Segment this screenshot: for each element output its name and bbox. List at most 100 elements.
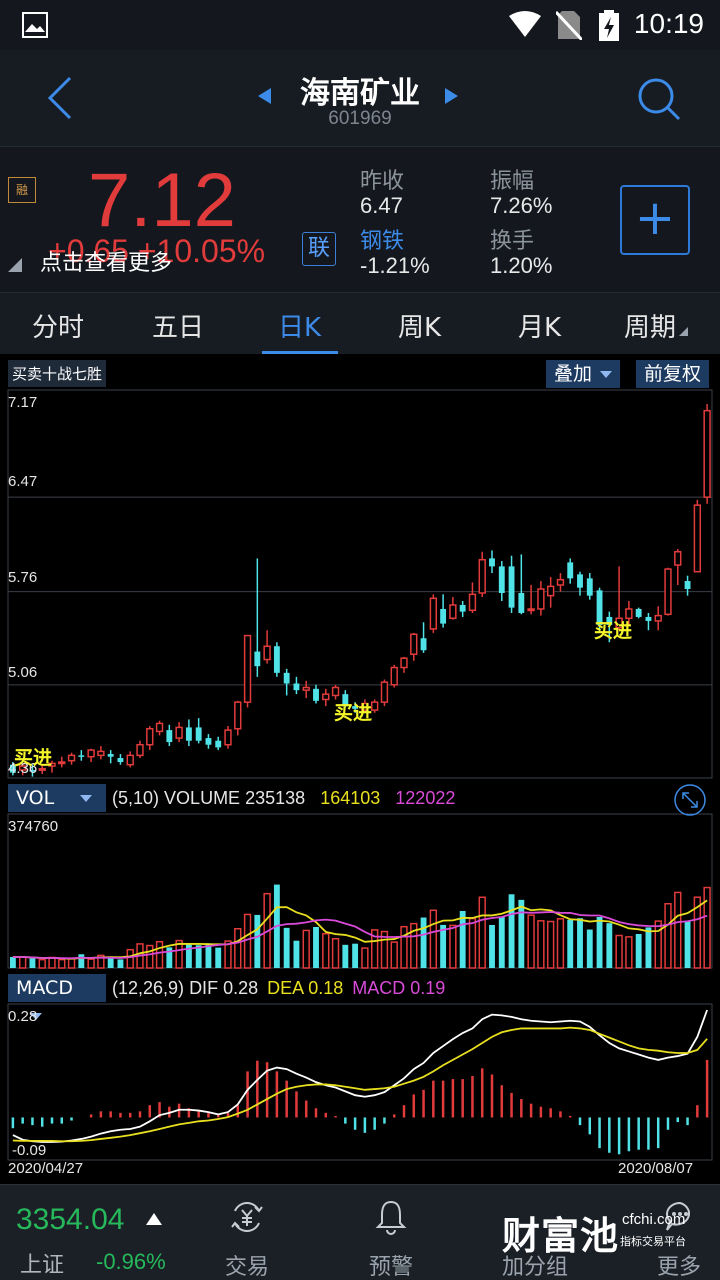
candle-body: [410, 633, 418, 655]
volume-bar: [126, 948, 134, 969]
candle-body: [195, 727, 202, 741]
dea-line: [12, 1026, 708, 1143]
nav-trade[interactable]: 交易: [192, 1185, 302, 1280]
wifi-icon: [509, 11, 541, 37]
corner-triangle-icon: [8, 258, 22, 272]
nav-bar: 海南矿业 601969: [0, 50, 720, 146]
tab-five-day[interactable]: 五日: [152, 313, 205, 343]
volume-bar: [263, 892, 271, 969]
status-bar: 10:19: [0, 0, 720, 50]
search-icon[interactable]: [636, 76, 682, 122]
prev-stock-icon[interactable]: [258, 88, 272, 104]
expand-icon[interactable]: [674, 784, 706, 816]
volume-bar: [429, 909, 438, 969]
adjust-button[interactable]: 前复权: [636, 360, 710, 388]
vol-indicator-dropdown[interactable]: VOL: [8, 784, 106, 812]
candle-body: [478, 558, 486, 594]
chart-canvas[interactable]: [0, 354, 720, 1184]
sector-label[interactable]: 钢铁: [360, 229, 405, 254]
dif-label: DIF: [189, 978, 219, 998]
image-notification-icon: [22, 12, 48, 38]
candle-body: [117, 758, 124, 763]
candle-body: [215, 740, 222, 748]
volume-bar: [518, 899, 525, 968]
macd-legend: (12,26,9) DIF 0.28 DEA 0.18 MACD 0.19: [112, 978, 445, 999]
candle-body: [224, 729, 232, 746]
vol-legend: (5,10) VOLUME 235138 164103 122022: [112, 788, 455, 809]
back-arrow-icon[interactable]: [42, 74, 82, 122]
battery-charging-icon: [599, 10, 619, 41]
candle-body: [567, 562, 574, 579]
volume-bar: [684, 921, 691, 968]
prev-close-label: 昨收: [360, 169, 405, 194]
candle-body: [537, 588, 545, 610]
candle-body: [449, 604, 457, 620]
tab-intraday[interactable]: 分时: [32, 313, 85, 343]
macd-label: MACD: [352, 978, 406, 998]
dea-value: 0.18: [308, 978, 344, 998]
tab-monthly-k[interactable]: 月K: [518, 313, 562, 343]
price-tick-label: 6.47: [8, 473, 38, 490]
bottom-bar: 3354.04 上证 -0.96% 交易 预警 加分组 更多 财富池 cfchi…: [0, 1184, 720, 1280]
volume-bar: [78, 954, 85, 968]
volume-bar: [459, 910, 466, 968]
stock-name: 海南矿业: [300, 76, 420, 111]
volume-bar: [440, 924, 447, 968]
volume-bar: [508, 894, 515, 968]
candle-body: [654, 614, 662, 622]
candle-body: [48, 762, 56, 767]
volume-bar: [293, 940, 300, 968]
candle-body: [606, 616, 613, 625]
overlay-dropdown[interactable]: 叠加: [546, 360, 621, 388]
candle-body: [87, 749, 95, 758]
macd-indicator-dropdown[interactable]: MACD: [8, 974, 106, 1020]
candle-body: [126, 754, 134, 766]
index-expand-icon[interactable]: [146, 1213, 162, 1225]
add-watchlist-button[interactable]: +: [620, 185, 690, 255]
candle-body: [527, 608, 535, 612]
linked-stock-badge[interactable]: 联: [302, 232, 336, 266]
candle-body: [175, 726, 183, 739]
price-tick-label: 5.76: [8, 569, 38, 586]
indicator-tag[interactable]: 买卖十战七胜: [8, 360, 107, 387]
volume-bar: [313, 927, 319, 968]
tab-period[interactable]: 周期: [624, 307, 689, 344]
volume-bar: [420, 917, 427, 968]
candle-body: [440, 608, 447, 624]
volume-bar: [489, 924, 495, 968]
macd-params: (12,26,9): [112, 978, 185, 998]
candle-body: [370, 701, 379, 711]
nav-more[interactable]: 更多: [624, 1185, 720, 1280]
sector-change-value: -1.21%: [360, 253, 430, 278]
turnover-value: 1.20%: [490, 253, 553, 278]
candle-body: [361, 702, 369, 711]
tab-weekly-k[interactable]: 周K: [398, 313, 442, 343]
dif-value: 0.28: [223, 978, 259, 998]
dea-label: DEA: [267, 978, 304, 998]
nav-add-group[interactable]: 加分组: [480, 1185, 590, 1280]
volume-bar: [18, 956, 27, 969]
nav-more-label: 更多: [656, 1255, 701, 1280]
show-more-tip[interactable]: 点击查看更多: [8, 245, 172, 277]
nav-alert-label: 预警: [368, 1255, 413, 1280]
candle-body: [400, 657, 408, 669]
candle-body: [390, 666, 398, 686]
volume-bar: [234, 928, 242, 969]
price-tick-label: 4.36: [8, 760, 38, 777]
volume-bar: [107, 958, 114, 968]
price-tick-label: 7.17: [8, 394, 38, 411]
yuan-exchange-icon: [231, 1202, 263, 1232]
candle-body: [166, 730, 173, 743]
nav-add-group-label: 加分组: [501, 1255, 568, 1280]
next-stock-icon[interactable]: [444, 88, 458, 104]
volume-bar: [166, 947, 173, 968]
volume-bar: [9, 957, 16, 968]
candle-body: [313, 688, 319, 701]
index-value[interactable]: 3354.04: [16, 1203, 125, 1236]
watermark-subtitle: 指标交易平台: [620, 1235, 686, 1248]
volume-bar: [674, 891, 682, 969]
candle-body: [489, 558, 495, 567]
nav-alert[interactable]: 预警: [336, 1185, 446, 1280]
tab-daily-k[interactable]: 日K: [278, 313, 322, 343]
candle-body: [596, 590, 603, 625]
